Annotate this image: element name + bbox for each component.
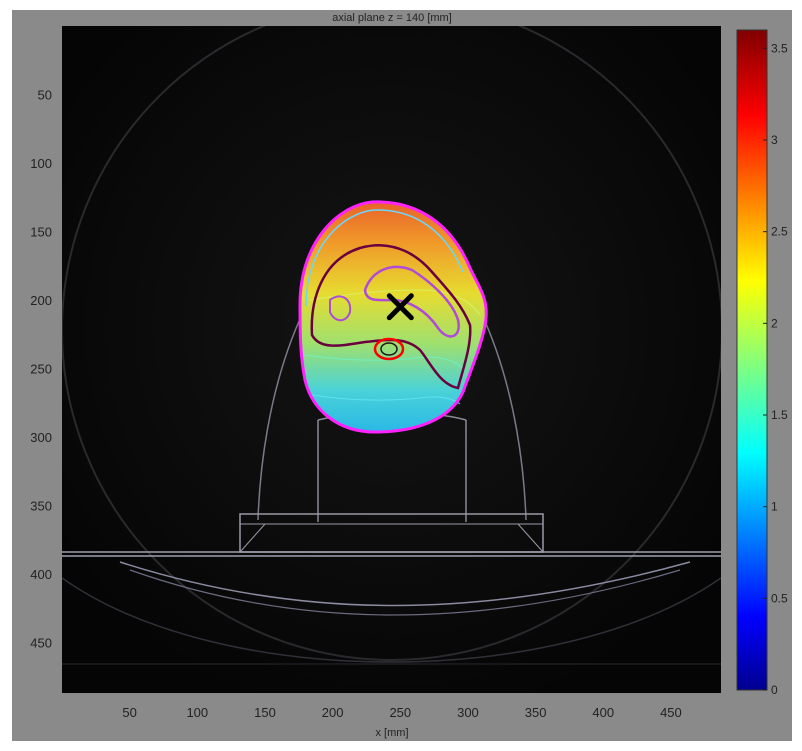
y-tick-label: 450 — [30, 635, 52, 650]
isodose-line — [311, 394, 461, 405]
x-tick-label: 50 — [122, 705, 136, 720]
x-tick-label: 400 — [592, 705, 614, 720]
x-tick-label: 450 — [660, 705, 682, 720]
x-tick-label: 300 — [457, 705, 479, 720]
colorbar-tick-label: 1.5 — [771, 408, 788, 422]
x-tick-label: 150 — [254, 705, 276, 720]
colorbar-tick-label: 3.5 — [771, 41, 788, 55]
spinal-cord-inner — [380, 342, 398, 356]
colorbar — [736, 29, 768, 691]
chart-title: axial plane z = 140 [mm] — [332, 12, 452, 24]
isodose-line — [304, 354, 466, 371]
colorbar-tick-label: 3 — [771, 133, 778, 147]
y-tick-label: 50 — [38, 87, 52, 102]
y-tick-label: 300 — [30, 430, 52, 445]
couch-curve-2 — [129, 569, 681, 616]
colorbar-tick-label: 1 — [771, 500, 778, 514]
target-contour — [310, 244, 472, 390]
body-contour — [298, 200, 488, 434]
colorbar-ticks: 0 0.5 1 1.5 2 2.5 3 3.5 — [763, 41, 788, 697]
colorbar-tick-label: 0.5 — [771, 591, 788, 605]
target-marker — [386, 293, 414, 321]
oar-contour-small — [329, 295, 352, 322]
colorbar-tick-label: 2 — [771, 316, 778, 330]
spinal-cord-contour — [373, 337, 405, 361]
support-posts — [317, 420, 467, 522]
base-plate-bevel — [239, 523, 544, 553]
couch-top — [62, 551, 721, 557]
x-axis-label: x [mm] — [376, 727, 409, 739]
colorbar-tick-label: 0 — [771, 683, 778, 697]
y-tick-label: 250 — [30, 361, 52, 376]
cyan-isodose — [305, 209, 464, 307]
x-tick-label: 200 — [322, 705, 344, 720]
couch-shell — [62, 577, 721, 663]
y-tick-label: 350 — [30, 498, 52, 513]
couch-curve-1 — [119, 561, 691, 607]
x-tick-label: 250 — [389, 705, 411, 720]
y-tick-label: 400 — [30, 567, 52, 582]
phantom-outline — [62, 26, 721, 661]
x-tick-label: 100 — [186, 705, 208, 720]
y-tick-label: 100 — [30, 156, 52, 171]
y-tick-label: 200 — [30, 293, 52, 308]
y-axis-ticks: 50 100 150 200 250 300 350 400 450 — [30, 87, 52, 650]
y-tick-label: 150 — [30, 224, 52, 239]
plot-area — [62, 26, 721, 693]
x-tick-label: 350 — [525, 705, 547, 720]
x-axis-ticks: 50 100 150 200 250 300 350 400 450 — [122, 705, 681, 720]
colorbar-tick-label: 2.5 — [771, 225, 788, 239]
